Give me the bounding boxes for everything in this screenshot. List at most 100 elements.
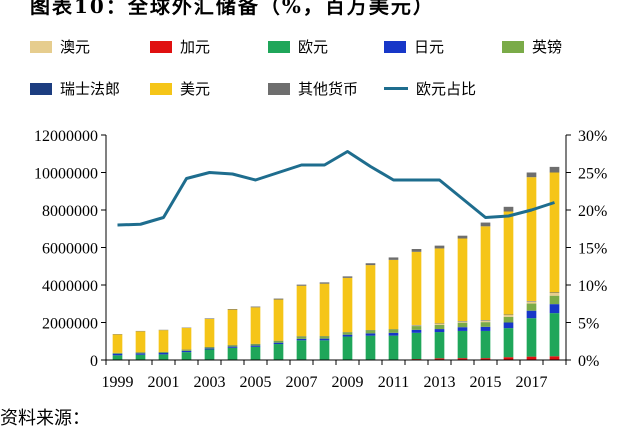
bar-2018-series-3 <box>550 296 560 304</box>
left-tick-label: 8000000 <box>42 203 98 220</box>
bar-2016-series-4 <box>504 315 514 317</box>
bar-2002-series-2 <box>182 351 192 352</box>
bar-2006-series-3 <box>274 341 284 343</box>
bar-2003-series-6 <box>205 319 215 347</box>
left-tick-label: 12000000 <box>34 128 98 145</box>
bar-2017-series-6 <box>527 177 537 301</box>
bar-2010-series-3 <box>366 330 376 333</box>
bar-2012-series-2 <box>412 330 422 333</box>
bar-2015-series-3 <box>481 322 491 327</box>
bar-2014-series-3 <box>458 323 468 328</box>
bar-2002-series-6 <box>182 328 192 350</box>
bar-2013-series-2 <box>435 329 445 332</box>
source-note: 资料来源： <box>0 404 90 430</box>
bar-2018-series-0 <box>550 356 560 360</box>
x-tick-label: 2009 <box>332 374 364 391</box>
bar-2006-series-6 <box>274 300 284 341</box>
right-tick-label: 20% <box>578 203 607 220</box>
bar-1999-series-1 <box>113 355 123 360</box>
bar-2007-series-3 <box>297 337 307 339</box>
line-layer <box>118 152 555 226</box>
bar-2007-series-1 <box>297 340 307 360</box>
right-tick-label: 15% <box>578 241 607 258</box>
bar-1999-series-6 <box>113 335 123 353</box>
left-tick-label: 4000000 <box>42 278 98 295</box>
bar-2017-series-3 <box>527 304 537 311</box>
bar-2004-series-1 <box>228 348 238 360</box>
bar-2015-series-4 <box>481 320 491 322</box>
bar-2012-series-1 <box>412 333 422 359</box>
bar-2018-series-1 <box>550 313 560 356</box>
x-tick-label: 2017 <box>516 374 548 391</box>
bar-2013-series-4 <box>435 324 445 325</box>
right-tick-label: 25% <box>578 166 607 183</box>
bar-2017-series-1 <box>527 318 537 356</box>
bar-2015-series-1 <box>481 331 491 358</box>
x-tick-label: 1999 <box>102 374 134 391</box>
x-tick-label: 2007 <box>286 374 318 391</box>
bar-2010-series-6 <box>366 265 376 330</box>
bar-2000-series-3 <box>136 353 146 354</box>
bar-2010-series-7 <box>366 263 376 265</box>
bar-2011-series-1 <box>389 336 399 360</box>
left-tick-label: 0 <box>90 353 98 370</box>
bar-2018-series-4 <box>550 293 560 296</box>
right-tick-label: 5% <box>578 316 599 333</box>
bar-2017-series-7 <box>527 173 537 178</box>
bar-2016-series-3 <box>504 317 514 323</box>
bar-2005-series-6 <box>251 307 261 344</box>
bar-2009-series-2 <box>343 335 353 337</box>
bar-2015-series-7 <box>481 223 491 227</box>
eur-share-line <box>118 152 555 226</box>
bar-2017-series-2 <box>527 311 537 319</box>
bar-2012-series-4 <box>412 325 422 326</box>
bar-2000-series-2 <box>136 353 146 355</box>
bar-2014-series-7 <box>458 236 468 239</box>
right-tick-label: 30% <box>578 128 607 145</box>
bar-2016-series-1 <box>504 328 514 357</box>
bar-2007-series-7 <box>297 285 307 286</box>
bar-2015-series-6 <box>481 226 491 320</box>
bar-2003-series-1 <box>205 350 215 361</box>
bar-2014-series-6 <box>458 239 468 322</box>
bar-2001-series-6 <box>159 330 169 352</box>
bar-2010-series-1 <box>366 336 376 360</box>
x-tick-label: 2005 <box>240 374 272 391</box>
bar-2012-series-3 <box>412 326 422 330</box>
bar-2002-series-3 <box>182 350 192 351</box>
x-tick-label: 2001 <box>148 374 180 391</box>
bar-2003-series-2 <box>205 348 215 349</box>
bar-2007-series-6 <box>297 286 307 337</box>
bar-2005-series-1 <box>251 347 261 360</box>
bar-2018-series-2 <box>550 304 560 313</box>
bar-2005-series-3 <box>251 344 261 346</box>
bar-2017-series-4 <box>527 301 537 303</box>
bar-2004-series-6 <box>228 310 238 346</box>
bar-2011-series-7 <box>389 257 399 259</box>
bar-2018-series-6 <box>550 173 560 293</box>
plot-area: 0200000040000006000000800000010000000120… <box>0 0 640 418</box>
bar-2010-series-2 <box>366 333 376 335</box>
bar-2008-series-3 <box>320 336 330 338</box>
bar-2008-series-7 <box>320 282 330 283</box>
bar-2013-series-1 <box>435 332 445 358</box>
bar-2007-series-2 <box>297 339 307 341</box>
chart-figure: 图表10：全球外汇储备（%，百万美元） 澳元 加元 欧元 日元 英镑 瑞士法郎 <box>0 0 640 418</box>
bar-2006-series-2 <box>274 343 284 344</box>
bar-layer <box>113 167 560 360</box>
bar-2004-series-7 <box>228 309 238 310</box>
bar-2009-series-6 <box>343 278 353 332</box>
bar-2003-series-3 <box>205 347 215 348</box>
bar-2002-series-1 <box>182 352 192 360</box>
bar-2013-series-6 <box>435 248 445 323</box>
bar-2000-series-6 <box>136 331 146 352</box>
bar-2008-series-1 <box>320 340 330 360</box>
bar-2001-series-2 <box>159 353 169 354</box>
bar-2015-series-2 <box>481 327 491 331</box>
bar-2009-series-1 <box>343 337 353 360</box>
bar-2013-series-7 <box>435 246 445 249</box>
left-tick-label: 2000000 <box>42 316 98 333</box>
bar-2004-series-3 <box>228 345 238 346</box>
x-tick-label: 2015 <box>470 374 502 391</box>
bar-2006-series-7 <box>274 299 284 300</box>
